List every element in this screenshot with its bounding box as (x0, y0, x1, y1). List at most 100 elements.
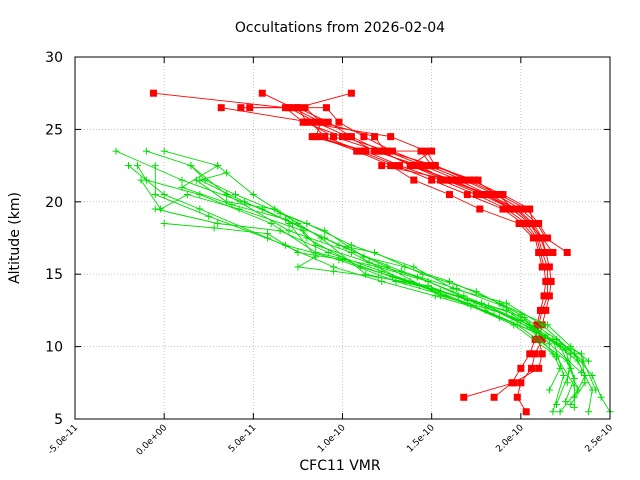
data-point-red (503, 205, 511, 213)
data-point-red (392, 162, 400, 170)
data-point-green (267, 220, 275, 228)
data-point-green (214, 220, 222, 228)
data-point-green (567, 350, 575, 358)
data-point-red (519, 220, 527, 228)
data-point-red (410, 162, 418, 170)
data-point-red (339, 133, 346, 141)
data-point-red (419, 162, 427, 170)
y-tick-label: 5 (54, 412, 63, 428)
data-point-red (324, 118, 332, 126)
data-point-red (545, 263, 553, 271)
data-point-green (563, 379, 571, 387)
data-point-red (510, 379, 518, 387)
data-point-green (125, 162, 132, 170)
data-point-red (217, 104, 225, 112)
data-point-red (314, 133, 322, 141)
y-axis-label: Altitude (km) (7, 192, 23, 284)
data-point-green (223, 169, 231, 177)
data-point-green (463, 296, 471, 304)
data-point-red (538, 335, 546, 343)
data-point-green (560, 372, 568, 380)
data-point-green (520, 314, 528, 322)
data-point-red (415, 162, 423, 170)
data-point-green (549, 408, 557, 416)
data-point-red (538, 263, 546, 271)
data-point-red (542, 306, 550, 314)
data-point-green (467, 302, 475, 310)
data-point-red (544, 234, 552, 242)
series-line-green (164, 223, 575, 408)
data-point-red (545, 292, 553, 300)
data-point-green (264, 230, 272, 238)
data-point-green (342, 244, 350, 252)
data-point-green (510, 321, 518, 329)
data-point-green (545, 340, 553, 348)
y-tick-label: 10 (45, 340, 63, 356)
data-point-green (160, 147, 168, 155)
data-point-green (556, 408, 564, 416)
data-point-green (133, 162, 141, 170)
data-point-green (151, 205, 159, 213)
data-point-red (490, 393, 498, 401)
data-point-green (232, 191, 239, 199)
data-point-green (570, 382, 578, 390)
data-point-green (240, 198, 248, 206)
data-point-red (285, 104, 293, 112)
data-point-green (581, 372, 589, 380)
data-point-red (476, 205, 484, 213)
data-point-green (112, 147, 120, 155)
data-point-red (529, 220, 537, 228)
grid (75, 57, 610, 419)
data-point-green (339, 256, 346, 264)
data-point-green (570, 374, 578, 382)
data-point-red (535, 364, 543, 372)
data-point-red (378, 162, 386, 170)
data-point-green (276, 209, 284, 217)
data-point-red (417, 147, 425, 155)
data-point-green (210, 224, 218, 232)
y-tick-label: 30 (45, 50, 63, 66)
data-point-green (545, 386, 553, 394)
data-point-green (330, 267, 338, 275)
data-point-red (542, 277, 550, 285)
data-point-red (294, 104, 302, 112)
data-point-red (446, 191, 453, 199)
data-point-green (561, 398, 569, 406)
data-point-green (294, 248, 302, 256)
data-point-red (536, 306, 544, 314)
data-point-green (431, 292, 439, 300)
data-point-red (330, 133, 338, 141)
data-point-red (347, 89, 355, 97)
data-point-red (347, 133, 355, 141)
data-point-red (428, 147, 436, 155)
data-point-green (567, 343, 575, 351)
data-point-red (301, 104, 309, 112)
data-point-green (556, 364, 564, 372)
data-point-red (499, 191, 507, 199)
x-axis-label: CFC11 VMR (299, 458, 381, 474)
data-point-red (396, 162, 404, 170)
data-point-green (544, 321, 552, 329)
data-point-green (285, 227, 293, 235)
data-point-green (321, 227, 329, 235)
chart-title: Occultations from 2026-02-04 (235, 20, 445, 36)
data-point-green (178, 176, 186, 184)
data-point-red (360, 133, 368, 141)
data-point-red (258, 89, 266, 97)
data-point-green (360, 253, 368, 261)
data-point-red (478, 191, 486, 199)
data-point-red (303, 118, 311, 126)
data-point-green (570, 403, 578, 411)
data-point-red (306, 118, 314, 126)
data-point-red (344, 133, 352, 141)
data-point-green (324, 248, 332, 256)
data-point-green (567, 401, 575, 409)
data-point-green (415, 282, 423, 290)
data-point-green (365, 259, 373, 267)
data-point-green (178, 183, 186, 191)
data-point-green (535, 328, 543, 336)
data-point-green (214, 162, 222, 170)
data-point-red (447, 176, 455, 184)
data-point-green (503, 306, 511, 314)
data-point-red (515, 220, 523, 228)
